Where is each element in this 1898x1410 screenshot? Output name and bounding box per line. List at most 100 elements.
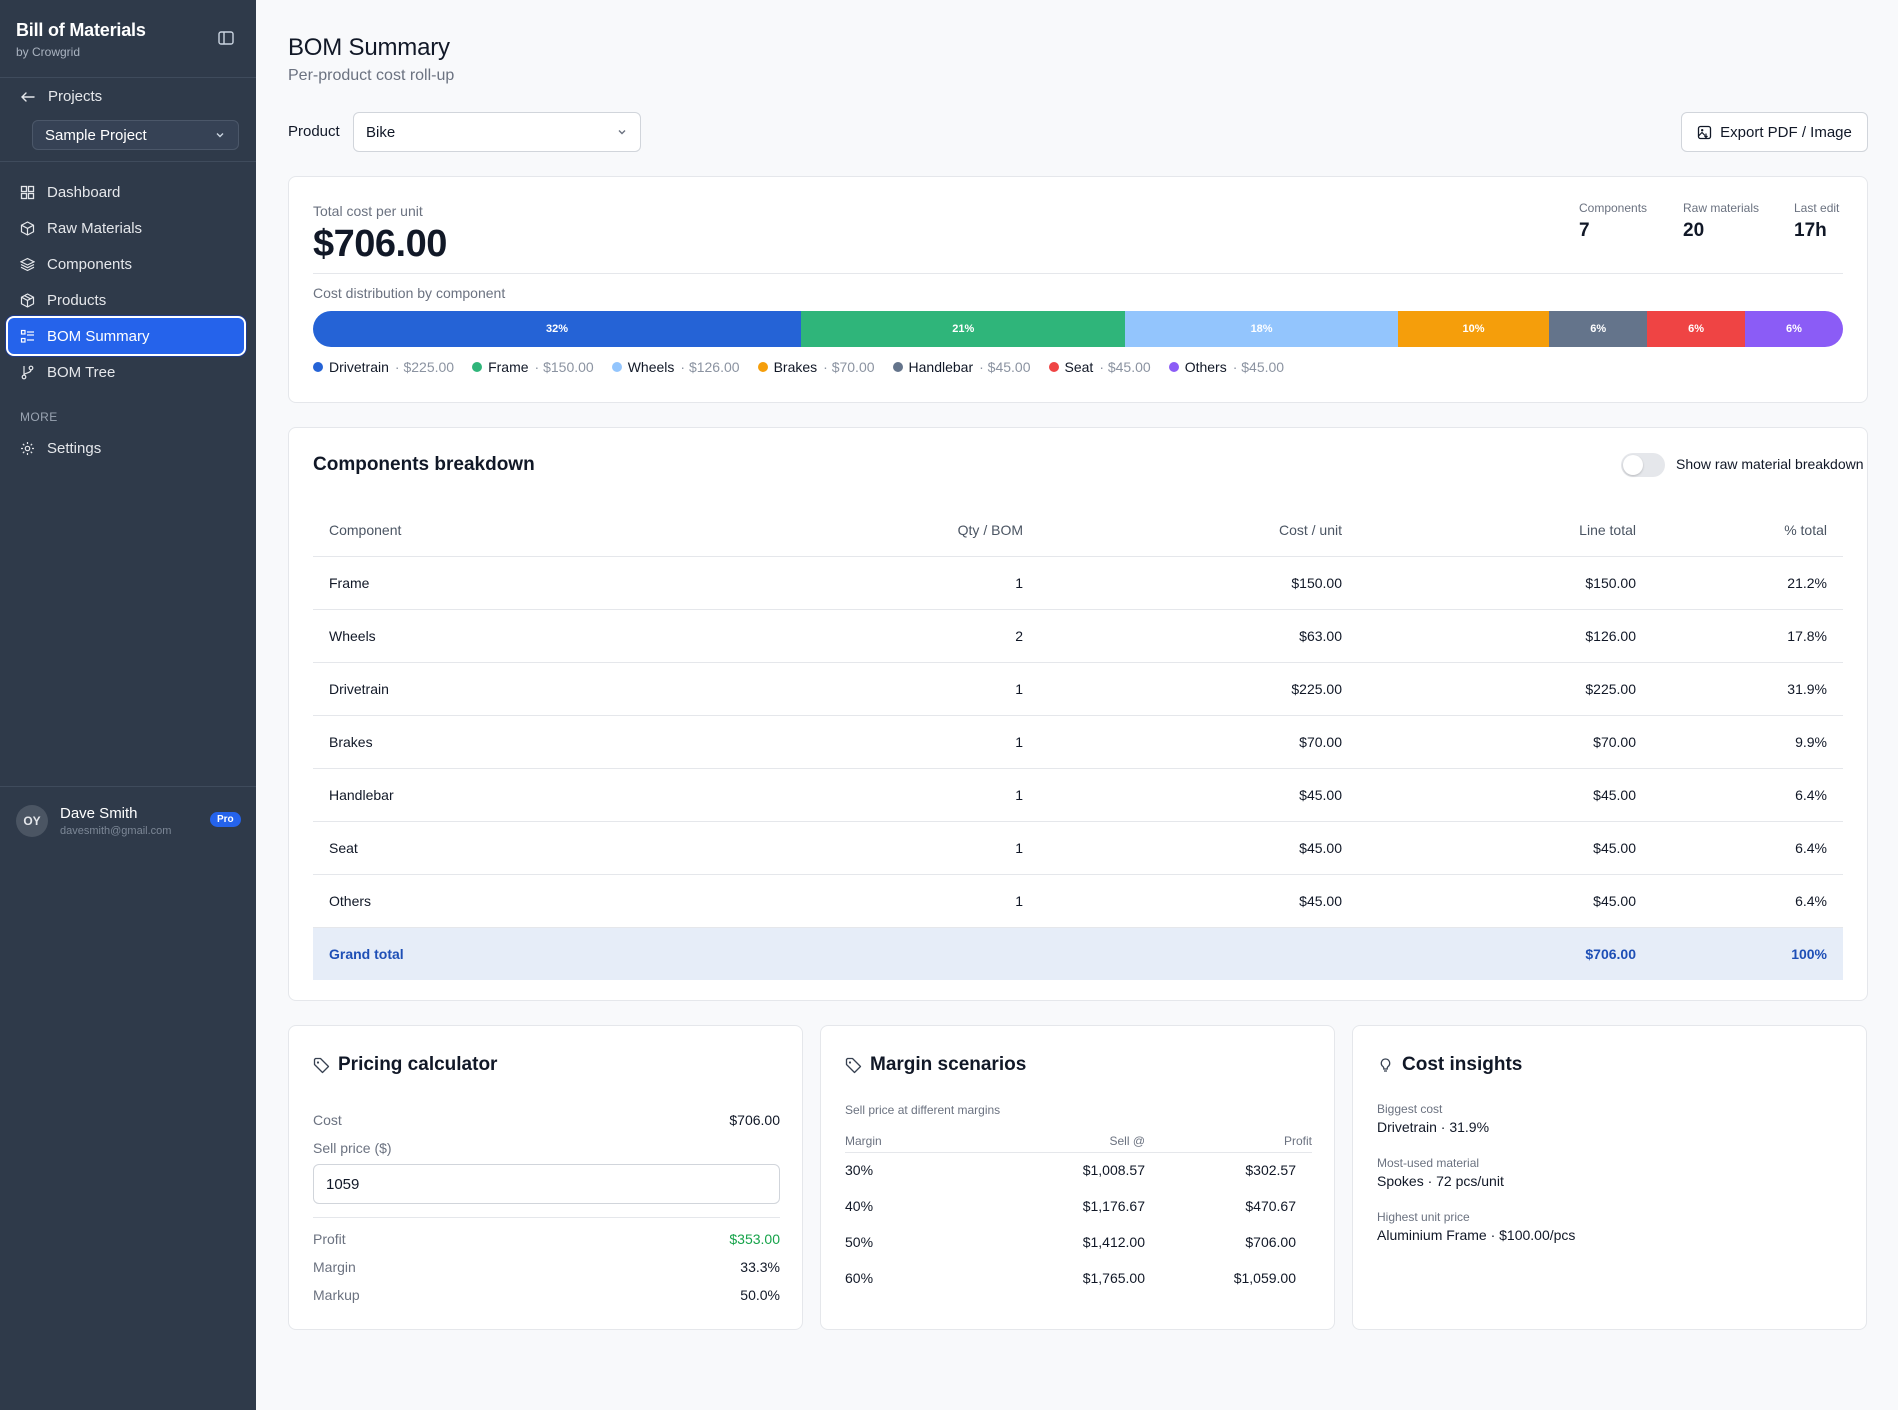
- margin-row: Margin 33.3%: [313, 1259, 780, 1275]
- package-icon: [20, 292, 35, 308]
- sidebar-item-components[interactable]: Components: [6, 246, 246, 282]
- stat-last-edit: Last edit 17h: [1794, 201, 1839, 242]
- product-select-value: Bike: [366, 123, 396, 141]
- stat-label: Components: [1579, 201, 1648, 215]
- sidebar-item-bom-summary[interactable]: BOM Summary: [6, 316, 246, 356]
- table-row: Frame 1 $150.00 $150.00 21.2%: [313, 556, 1843, 610]
- table-cell: $70.00: [1342, 715, 1636, 769]
- insight-biggest-cost: Biggest cost Drivetrain · 31.9%: [1377, 1102, 1489, 1135]
- table-cell: Frame: [313, 556, 723, 610]
- margin-value: 33.3%: [740, 1259, 780, 1275]
- stat-value: 20: [1683, 220, 1705, 241]
- table-row: Handlebar 1 $45.00 $45.00 6.4%: [313, 768, 1843, 822]
- projects-back-link[interactable]: Projects: [20, 88, 102, 105]
- sidebar-item-dashboard[interactable]: Dashboard: [6, 174, 246, 210]
- insight-label: Most-used material: [1377, 1156, 1480, 1170]
- legend-value: · $45.00: [1232, 359, 1285, 375]
- grand-total-pct: 100%: [1636, 927, 1843, 980]
- table-row: 30% $1,008.57 $302.57: [845, 1152, 1312, 1188]
- markup-label: Markup: [313, 1287, 360, 1303]
- table-cell: $1,176.67: [1082, 1198, 1145, 1214]
- table-cell: $1,059.00: [1233, 1270, 1296, 1286]
- summary-divider: [313, 273, 1843, 274]
- table-cell: 1: [723, 715, 1023, 769]
- project-select[interactable]: Sample Project: [32, 120, 239, 150]
- grand-total-value: $706.00: [1342, 927, 1636, 980]
- legend-item-seat: Seat · $45.00: [1048, 359, 1151, 375]
- sidebar-item-settings[interactable]: Settings: [6, 430, 246, 466]
- profit-value: $353.00: [729, 1231, 780, 1247]
- user-profile[interactable]: OY Dave Smith davesmith@gmail.com Pro: [0, 786, 256, 852]
- table-cell: $1,008.57: [1082, 1162, 1145, 1179]
- sell-price-label: Sell price ($): [313, 1140, 392, 1156]
- legend-value: · $70.00: [823, 359, 875, 375]
- cost-label: Cost: [313, 1112, 342, 1128]
- distribution-segment-handlebar: 6%: [1549, 311, 1648, 347]
- product-select[interactable]: Bike: [353, 112, 641, 152]
- card-title-text: Cost insights: [1402, 1054, 1523, 1075]
- table-cell: $225.00: [1342, 662, 1636, 716]
- user-email: davesmith@gmail.com: [60, 825, 172, 837]
- arrow-left-icon: [21, 91, 35, 102]
- table-cell: $706.00: [1245, 1234, 1296, 1250]
- user-name: Dave Smith: [60, 805, 138, 822]
- column-header: Profit: [1145, 1130, 1312, 1153]
- table-cell: 50%: [845, 1234, 874, 1250]
- distribution-legend: Drivetrain · $225.00 Frame · $150.00 Wheels ·…: [313, 359, 1284, 375]
- legend-dot: [611, 362, 622, 372]
- table-row: 60% $1,765.00 $1,059.00: [845, 1260, 1312, 1296]
- table-cell: [723, 927, 1023, 980]
- table-cell: 2: [723, 609, 1023, 663]
- profit-row: Profit $353.00: [313, 1231, 780, 1247]
- margin-scenarios-subtitle: Sell price at different margins: [845, 1103, 1001, 1117]
- stat-value: 7: [1579, 220, 1590, 241]
- card-title-text: Pricing calculator: [338, 1054, 498, 1075]
- distribution-segment-drivetrain: 32%: [313, 311, 802, 347]
- legend-dot: [757, 362, 768, 372]
- dashboard-icon: [20, 185, 35, 199]
- sidebar-nav-more: Settings: [6, 430, 246, 466]
- table-cell: 30%: [845, 1162, 874, 1179]
- table-cell: $225.00: [1023, 662, 1342, 716]
- legend-value: · $45.00: [1099, 359, 1151, 375]
- raw-material-toggle[interactable]: [1621, 453, 1665, 477]
- legend-dot: [313, 362, 323, 372]
- margin-scenarios-table: Margin Sell @ Profit 30% $1,008.57 $302.57…: [845, 1130, 1312, 1296]
- sidebar-nav: Dashboard Raw Materials Components Produ…: [6, 174, 246, 390]
- legend-value: · $225.00: [394, 359, 455, 375]
- sidebar-item-bom-tree[interactable]: BOM Tree: [6, 354, 246, 390]
- pricing-calculator-card: Pricing calculator Cost $706.00 Sell pri…: [288, 1025, 803, 1330]
- sidebar-divider: [0, 77, 256, 78]
- brand: Bill of Materials by Crowgrid: [16, 20, 146, 59]
- table-cell: $1,765.00: [1082, 1270, 1145, 1286]
- sell-price-input[interactable]: [313, 1164, 780, 1204]
- grand-total-label: Grand total: [313, 927, 723, 980]
- table-row: Seat 1 $45.00 $45.00 6.4%: [313, 821, 1843, 875]
- sidebar-item-products[interactable]: Products: [6, 282, 246, 318]
- distribution-segment-frame: 21%: [801, 311, 1126, 347]
- legend-item-frame: Frame · $150.00: [472, 359, 594, 375]
- sidebar-item-label: Settings: [47, 439, 102, 457]
- margin-label: Margin: [313, 1259, 356, 1275]
- sidebar-collapse-icon[interactable]: [217, 29, 235, 47]
- legend-value: · $150.00: [534, 359, 594, 375]
- plan-badge: Pro: [210, 812, 241, 827]
- export-button[interactable]: Export PDF / Image: [1681, 112, 1868, 152]
- table-cell: 1: [723, 874, 1023, 928]
- sidebar-item-label: BOM Summary: [47, 327, 150, 345]
- page-subtitle: Per-product cost roll-up: [288, 67, 455, 84]
- table-row: Drivetrain 1 $225.00 $225.00 31.9%: [313, 662, 1843, 716]
- table-cell: 9.9%: [1636, 715, 1843, 769]
- table-cell: 17.8%: [1636, 609, 1843, 663]
- breakdown-title: Components breakdown: [313, 454, 535, 475]
- projects-label: Projects: [48, 88, 103, 105]
- table-header-row: Margin Sell @ Profit: [845, 1130, 1312, 1153]
- margin-scenarios-card: Margin scenarios Sell price at different…: [820, 1025, 1335, 1330]
- table-cell: 1: [723, 768, 1023, 822]
- profit-label: Profit: [313, 1231, 346, 1247]
- cost-distribution-bar: 32% 21% 18% 10% 6% 6% 6%: [313, 311, 1843, 347]
- list-icon: [20, 329, 34, 343]
- avatar: OY: [16, 805, 48, 837]
- raw-material-toggle-label: Show raw material breakdown: [1676, 456, 1864, 472]
- sidebar-item-raw-materials[interactable]: Raw Materials: [6, 210, 246, 246]
